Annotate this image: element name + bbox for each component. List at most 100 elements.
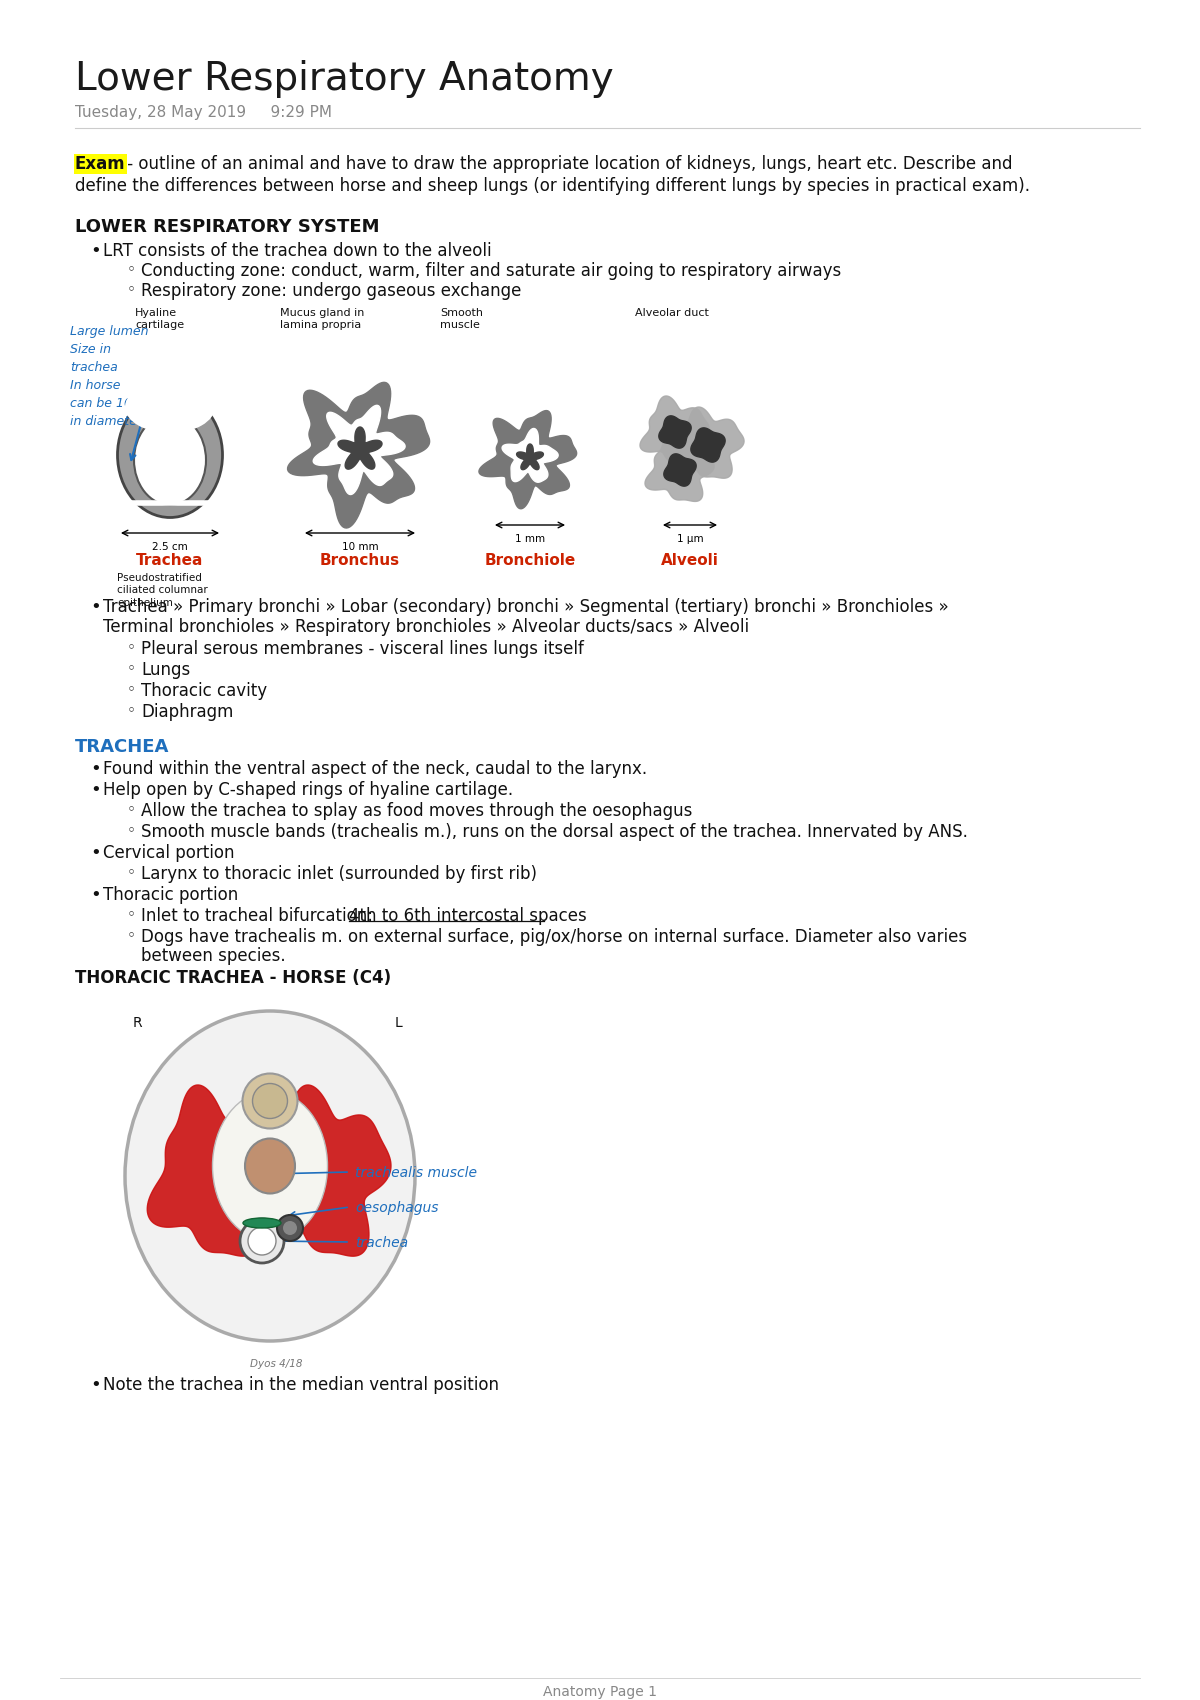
Polygon shape [664, 454, 696, 486]
Ellipse shape [245, 1139, 295, 1193]
Text: 1 μm: 1 μm [677, 534, 703, 544]
Polygon shape [313, 405, 406, 495]
Text: Conducting zone: conduct, warm, filter and saturate air going to respiratory air: Conducting zone: conduct, warm, filter a… [142, 262, 841, 280]
Text: in diameter: in diameter [70, 415, 142, 428]
Text: ◦: ◦ [127, 823, 136, 838]
Text: ◦: ◦ [127, 262, 136, 277]
Text: Note the trachea in the median ventral position: Note the trachea in the median ventral p… [103, 1375, 499, 1394]
Text: Cervical portion: Cervical portion [103, 843, 234, 862]
Text: Mucus gland in
lamina propria: Mucus gland in lamina propria [280, 308, 365, 330]
Text: 2.5 cm: 2.5 cm [152, 542, 188, 552]
Text: Pleural serous membranes - visceral lines lungs itself: Pleural serous membranes - visceral line… [142, 639, 584, 658]
Ellipse shape [252, 1083, 288, 1119]
Polygon shape [691, 428, 725, 462]
Text: trachealis muscle: trachealis muscle [355, 1166, 478, 1180]
Polygon shape [288, 382, 430, 529]
Text: ◦: ◦ [127, 908, 136, 921]
Text: Help open by C-shaped rings of hyaline cartilage.: Help open by C-shaped rings of hyaline c… [103, 780, 514, 799]
Text: oesophagus: oesophagus [355, 1200, 438, 1216]
Text: •: • [90, 760, 101, 779]
Text: Size in: Size in [70, 343, 112, 355]
Text: Pseudostratified
ciliated columnar
epithelium: Pseudostratified ciliated columnar epith… [118, 573, 208, 609]
Text: between species.: between species. [142, 947, 286, 966]
Text: - outline of an animal and have to draw the appropriate location of kidneys, lun: - outline of an animal and have to draw … [122, 155, 1013, 173]
Text: Exam: Exam [74, 155, 126, 173]
Circle shape [240, 1219, 284, 1263]
Text: Alveoli: Alveoli [661, 552, 719, 568]
Text: LRT consists of the trachea down to the alveoli: LRT consists of the trachea down to the … [103, 241, 492, 260]
Text: •: • [90, 886, 101, 904]
Polygon shape [659, 416, 691, 449]
Text: can be 10cm: can be 10cm [70, 398, 151, 410]
Text: trachea: trachea [70, 360, 118, 374]
Text: Trachea: Trachea [137, 552, 204, 568]
Text: ◦: ◦ [127, 282, 136, 297]
Ellipse shape [242, 1073, 298, 1129]
Text: 10 mm: 10 mm [342, 542, 378, 552]
Text: define the differences between horse and sheep lungs (or identifying different l: define the differences between horse and… [74, 177, 1030, 196]
Polygon shape [671, 406, 744, 478]
Text: In horse: In horse [70, 379, 120, 393]
Text: Bronchus: Bronchus [320, 552, 400, 568]
Text: 1 mm: 1 mm [515, 534, 545, 544]
Text: 4th to 6th intercostal spaces: 4th to 6th intercostal spaces [349, 908, 587, 925]
Text: ◦: ◦ [127, 704, 136, 717]
Text: •: • [90, 843, 101, 862]
Text: trachea: trachea [355, 1236, 408, 1249]
Text: Dyos 4/18: Dyos 4/18 [250, 1358, 302, 1369]
Text: ◦: ◦ [127, 639, 136, 655]
Text: Thoracic portion: Thoracic portion [103, 886, 239, 904]
Text: Anatomy Page 1: Anatomy Page 1 [542, 1685, 658, 1698]
Polygon shape [257, 1085, 391, 1256]
Polygon shape [640, 396, 709, 464]
Text: Larynx to thoracic inlet (surrounded by first rib): Larynx to thoracic inlet (surrounded by … [142, 865, 538, 882]
Polygon shape [338, 427, 382, 469]
Text: Allow the trachea to splay as food moves through the oesophagus: Allow the trachea to splay as food moves… [142, 802, 692, 819]
Text: •: • [90, 241, 101, 260]
Text: Found within the ventral aspect of the neck, caudal to the larynx.: Found within the ventral aspect of the n… [103, 760, 647, 779]
Text: THORACIC TRACHEA - HORSE (C4): THORACIC TRACHEA - HORSE (C4) [74, 969, 391, 988]
Ellipse shape [118, 393, 222, 517]
Circle shape [248, 1227, 276, 1255]
Circle shape [277, 1216, 302, 1241]
Text: L: L [395, 1017, 403, 1030]
Text: ◦: ◦ [127, 865, 136, 881]
Text: LOWER RESPIRATORY SYSTEM: LOWER RESPIRATORY SYSTEM [74, 218, 379, 236]
Polygon shape [479, 411, 577, 508]
Text: Diaphragm: Diaphragm [142, 704, 233, 721]
Text: Inlet to tracheal bifurcation:: Inlet to tracheal bifurcation: [142, 908, 378, 925]
Text: ◦: ◦ [127, 928, 136, 944]
Text: Trachea » Primary bronchi » Lobar (secondary) bronchi » Segmental (tertiary) bro: Trachea » Primary bronchi » Lobar (secon… [103, 598, 949, 615]
Text: R: R [133, 1017, 143, 1030]
Polygon shape [517, 444, 544, 469]
Circle shape [283, 1221, 298, 1234]
Text: Bronchiole: Bronchiole [485, 552, 576, 568]
Text: ◦: ◦ [127, 661, 136, 677]
Polygon shape [646, 434, 714, 502]
Text: Hyaline
cartilage: Hyaline cartilage [134, 308, 184, 330]
Ellipse shape [242, 1217, 281, 1227]
Text: •: • [90, 780, 101, 799]
Text: Tuesday, 28 May 2019     9:29 PM: Tuesday, 28 May 2019 9:29 PM [74, 105, 332, 121]
Text: ◦: ◦ [127, 802, 136, 818]
Text: Thoracic cavity: Thoracic cavity [142, 682, 268, 700]
Text: Alveolar duct: Alveolar duct [635, 308, 709, 318]
Text: Smooth muscle bands (trachealis m.), runs on the dorsal aspect of the trachea. I: Smooth muscle bands (trachealis m.), run… [142, 823, 968, 842]
Text: Large lumen: Large lumen [70, 325, 149, 338]
Text: Lungs: Lungs [142, 661, 191, 678]
Ellipse shape [125, 381, 215, 434]
Text: •: • [90, 598, 101, 615]
Polygon shape [502, 428, 558, 483]
Ellipse shape [212, 1091, 328, 1241]
Text: •: • [90, 1375, 101, 1394]
Ellipse shape [134, 415, 206, 505]
Text: Terminal bronchioles » Respiratory bronchioles » Alveolar ducts/sacs » Alveoli: Terminal bronchioles » Respiratory bronc… [103, 619, 749, 636]
Text: Dogs have trachealis m. on external surface, pig/ox/horse on internal surface. D: Dogs have trachealis m. on external surf… [142, 928, 967, 945]
Text: Smooth
muscle: Smooth muscle [440, 308, 482, 330]
Polygon shape [148, 1085, 281, 1256]
Text: ◦: ◦ [127, 682, 136, 697]
Text: TRACHEA: TRACHEA [74, 738, 169, 756]
Text: Respiratory zone: undergo gaseous exchange: Respiratory zone: undergo gaseous exchan… [142, 282, 521, 299]
Text: Lower Respiratory Anatomy: Lower Respiratory Anatomy [74, 60, 613, 99]
Ellipse shape [125, 1012, 415, 1341]
